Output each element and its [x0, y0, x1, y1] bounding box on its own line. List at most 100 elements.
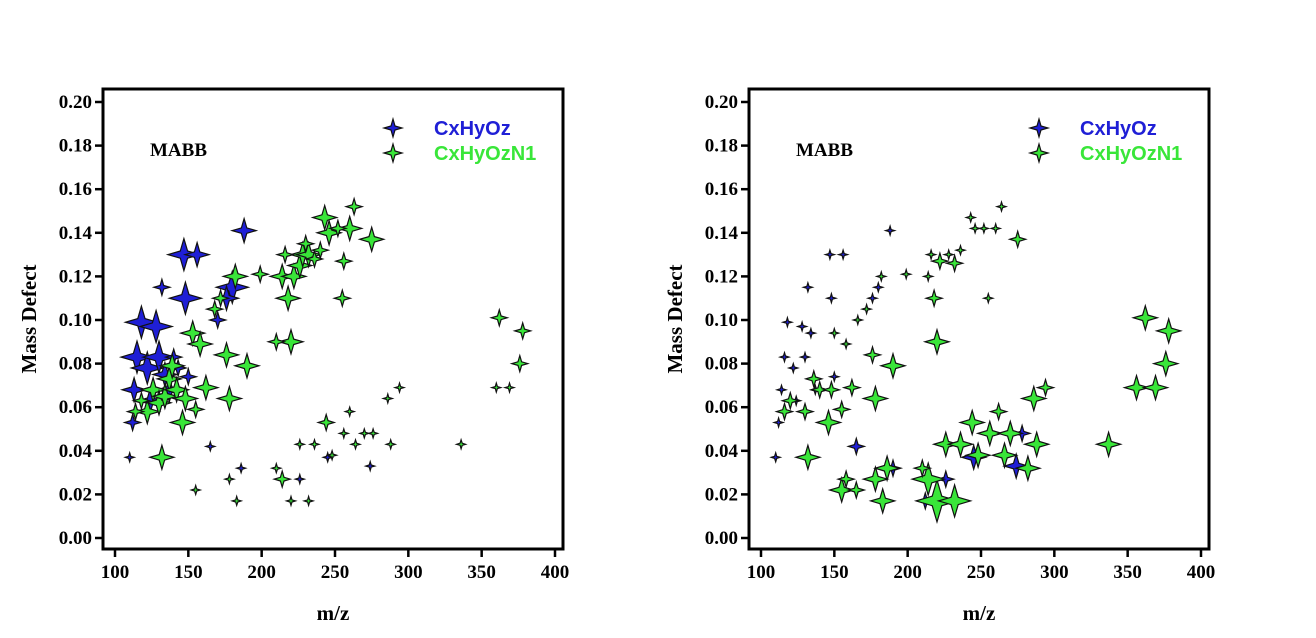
- chart-0-y-tick-label: 0.08: [59, 354, 92, 375]
- chart-0-panel-annotation: MABB: [150, 140, 207, 161]
- chart-0-point: [489, 381, 503, 395]
- chart-1-point: [990, 441, 1019, 470]
- scatter-panel-left: 100 150 200 250 300 350 400 0.00 0.02 0.04 0.06 0.0…: [17, 87, 569, 625]
- chart-1-point: [859, 302, 874, 316]
- chart-1-point: [964, 210, 978, 225]
- chart-0-legend-marker: [381, 116, 405, 140]
- chart-0-point: [167, 280, 204, 317]
- chart-0-x-tick-label: 350: [467, 562, 496, 583]
- chart-0-point: [363, 459, 377, 473]
- chart-0-point: [222, 472, 236, 486]
- chart-1-point: [823, 248, 837, 262]
- chart-0-point: [212, 340, 241, 370]
- chart-0-point: [119, 375, 149, 404]
- chart-1-point: [821, 379, 842, 400]
- chart-1-point: [777, 350, 792, 364]
- chart-0-point: [348, 437, 363, 451]
- chart-0-y-tick-label: 0.00: [59, 528, 92, 549]
- chart-0-point: [203, 439, 217, 453]
- chart-1-point: [861, 464, 890, 494]
- chart-1-point: [1007, 229, 1028, 250]
- chart-0-point: [321, 450, 335, 464]
- chart-1-point: [936, 482, 973, 520]
- chart-0-point: [129, 349, 166, 387]
- chart-1-point: [1019, 384, 1048, 413]
- chart-1-point: [839, 337, 853, 351]
- chart-0-y-tick-label: 0.18: [59, 136, 92, 157]
- chart-1-y-tick-label: 0.10: [705, 310, 738, 331]
- chart-1-point: [1022, 430, 1051, 459]
- chart-1-point: [793, 443, 823, 472]
- chart-1-point: [865, 291, 880, 305]
- chart-1-point: [924, 248, 938, 262]
- chart-0-point: [162, 375, 191, 404]
- chart-1-x-tick-label: 150: [820, 562, 849, 583]
- chart-0-point: [512, 320, 533, 342]
- chart-0-series-1: [125, 196, 533, 508]
- chart-0-point: [273, 284, 303, 313]
- chart-1-point: [1122, 373, 1151, 402]
- chart-0-point: [314, 218, 344, 247]
- chart-0-y-tick-label: 0.14: [59, 223, 93, 244]
- chart-1-point: [1131, 303, 1160, 332]
- chart-0-point: [123, 304, 160, 341]
- chart-1-point: [769, 450, 783, 464]
- chart-0-point: [230, 494, 244, 508]
- chart-1-point: [996, 419, 1025, 448]
- chart-0-point: [357, 426, 371, 440]
- chart-1-point: [883, 224, 897, 238]
- chart-0-legend-label: CxHyOz: [434, 118, 511, 140]
- chart-0-point: [125, 401, 146, 422]
- chart-0-y-tick-label: 0.20: [59, 92, 92, 113]
- chart-1-point: [946, 430, 975, 459]
- chart-0-point: [269, 461, 283, 475]
- chart-0-point: [214, 269, 251, 306]
- chart-1-y-tick-label: 0.16: [705, 179, 738, 200]
- chart-1-point: [968, 221, 982, 235]
- chart-0-point: [509, 353, 530, 374]
- chart-0-point: [381, 391, 395, 406]
- chart-0-point: [285, 251, 314, 280]
- chart-1-point: [1154, 316, 1183, 346]
- chart-0-point: [284, 494, 298, 508]
- chart-1-point: [846, 436, 867, 457]
- chart-1-y-tick-label: 0.18: [705, 136, 738, 157]
- chart-1-point: [931, 430, 960, 459]
- chart-1-point: [801, 280, 815, 294]
- chart-1-point: [786, 361, 800, 375]
- chart-1-x-tick-label: 250: [967, 562, 996, 583]
- chart-1-point: [804, 326, 818, 340]
- chart-1-point: [824, 291, 839, 305]
- chart-1-x-tick-label: 300: [1040, 562, 1069, 583]
- chart-1-point: [977, 221, 991, 235]
- chart-1-point: [774, 401, 795, 422]
- chart-0-point: [137, 308, 175, 345]
- chart-0-point: [234, 461, 248, 475]
- chart-1-point: [929, 250, 950, 272]
- chart-1-point: [988, 401, 1009, 422]
- chart-1-y-tick-label: 0.14: [705, 223, 739, 244]
- chart-0-point: [151, 277, 173, 298]
- chart-0-x-tick-label: 300: [394, 562, 423, 583]
- chart-0-x-tick-label: 100: [101, 562, 130, 583]
- chart-0-point: [147, 443, 177, 472]
- chart-0-point: [344, 196, 365, 217]
- chart-0-x-tick-label: 250: [321, 562, 350, 583]
- chart-0-point: [327, 218, 348, 239]
- chart-1-point: [780, 315, 795, 329]
- chart-1-point: [1002, 451, 1031, 481]
- chart-1-point: [942, 248, 956, 262]
- chart-1-x-axis-title: m/z: [963, 601, 996, 625]
- chart-0-legend-label: CxHyOzN1: [434, 143, 536, 165]
- chart-0-point: [333, 250, 354, 272]
- chart-1-point: [953, 243, 968, 257]
- chart-0-point: [215, 384, 244, 413]
- chart-0-point: [343, 405, 357, 419]
- chart-1-series-1: [774, 200, 1183, 525]
- chart-1-point: [798, 350, 812, 364]
- chart-0-y-tick-label: 0.10: [59, 310, 92, 331]
- chart-1-point: [981, 291, 995, 305]
- chart-1-point: [831, 399, 852, 420]
- chart-0-point: [118, 338, 156, 376]
- chart-1-point: [846, 479, 867, 501]
